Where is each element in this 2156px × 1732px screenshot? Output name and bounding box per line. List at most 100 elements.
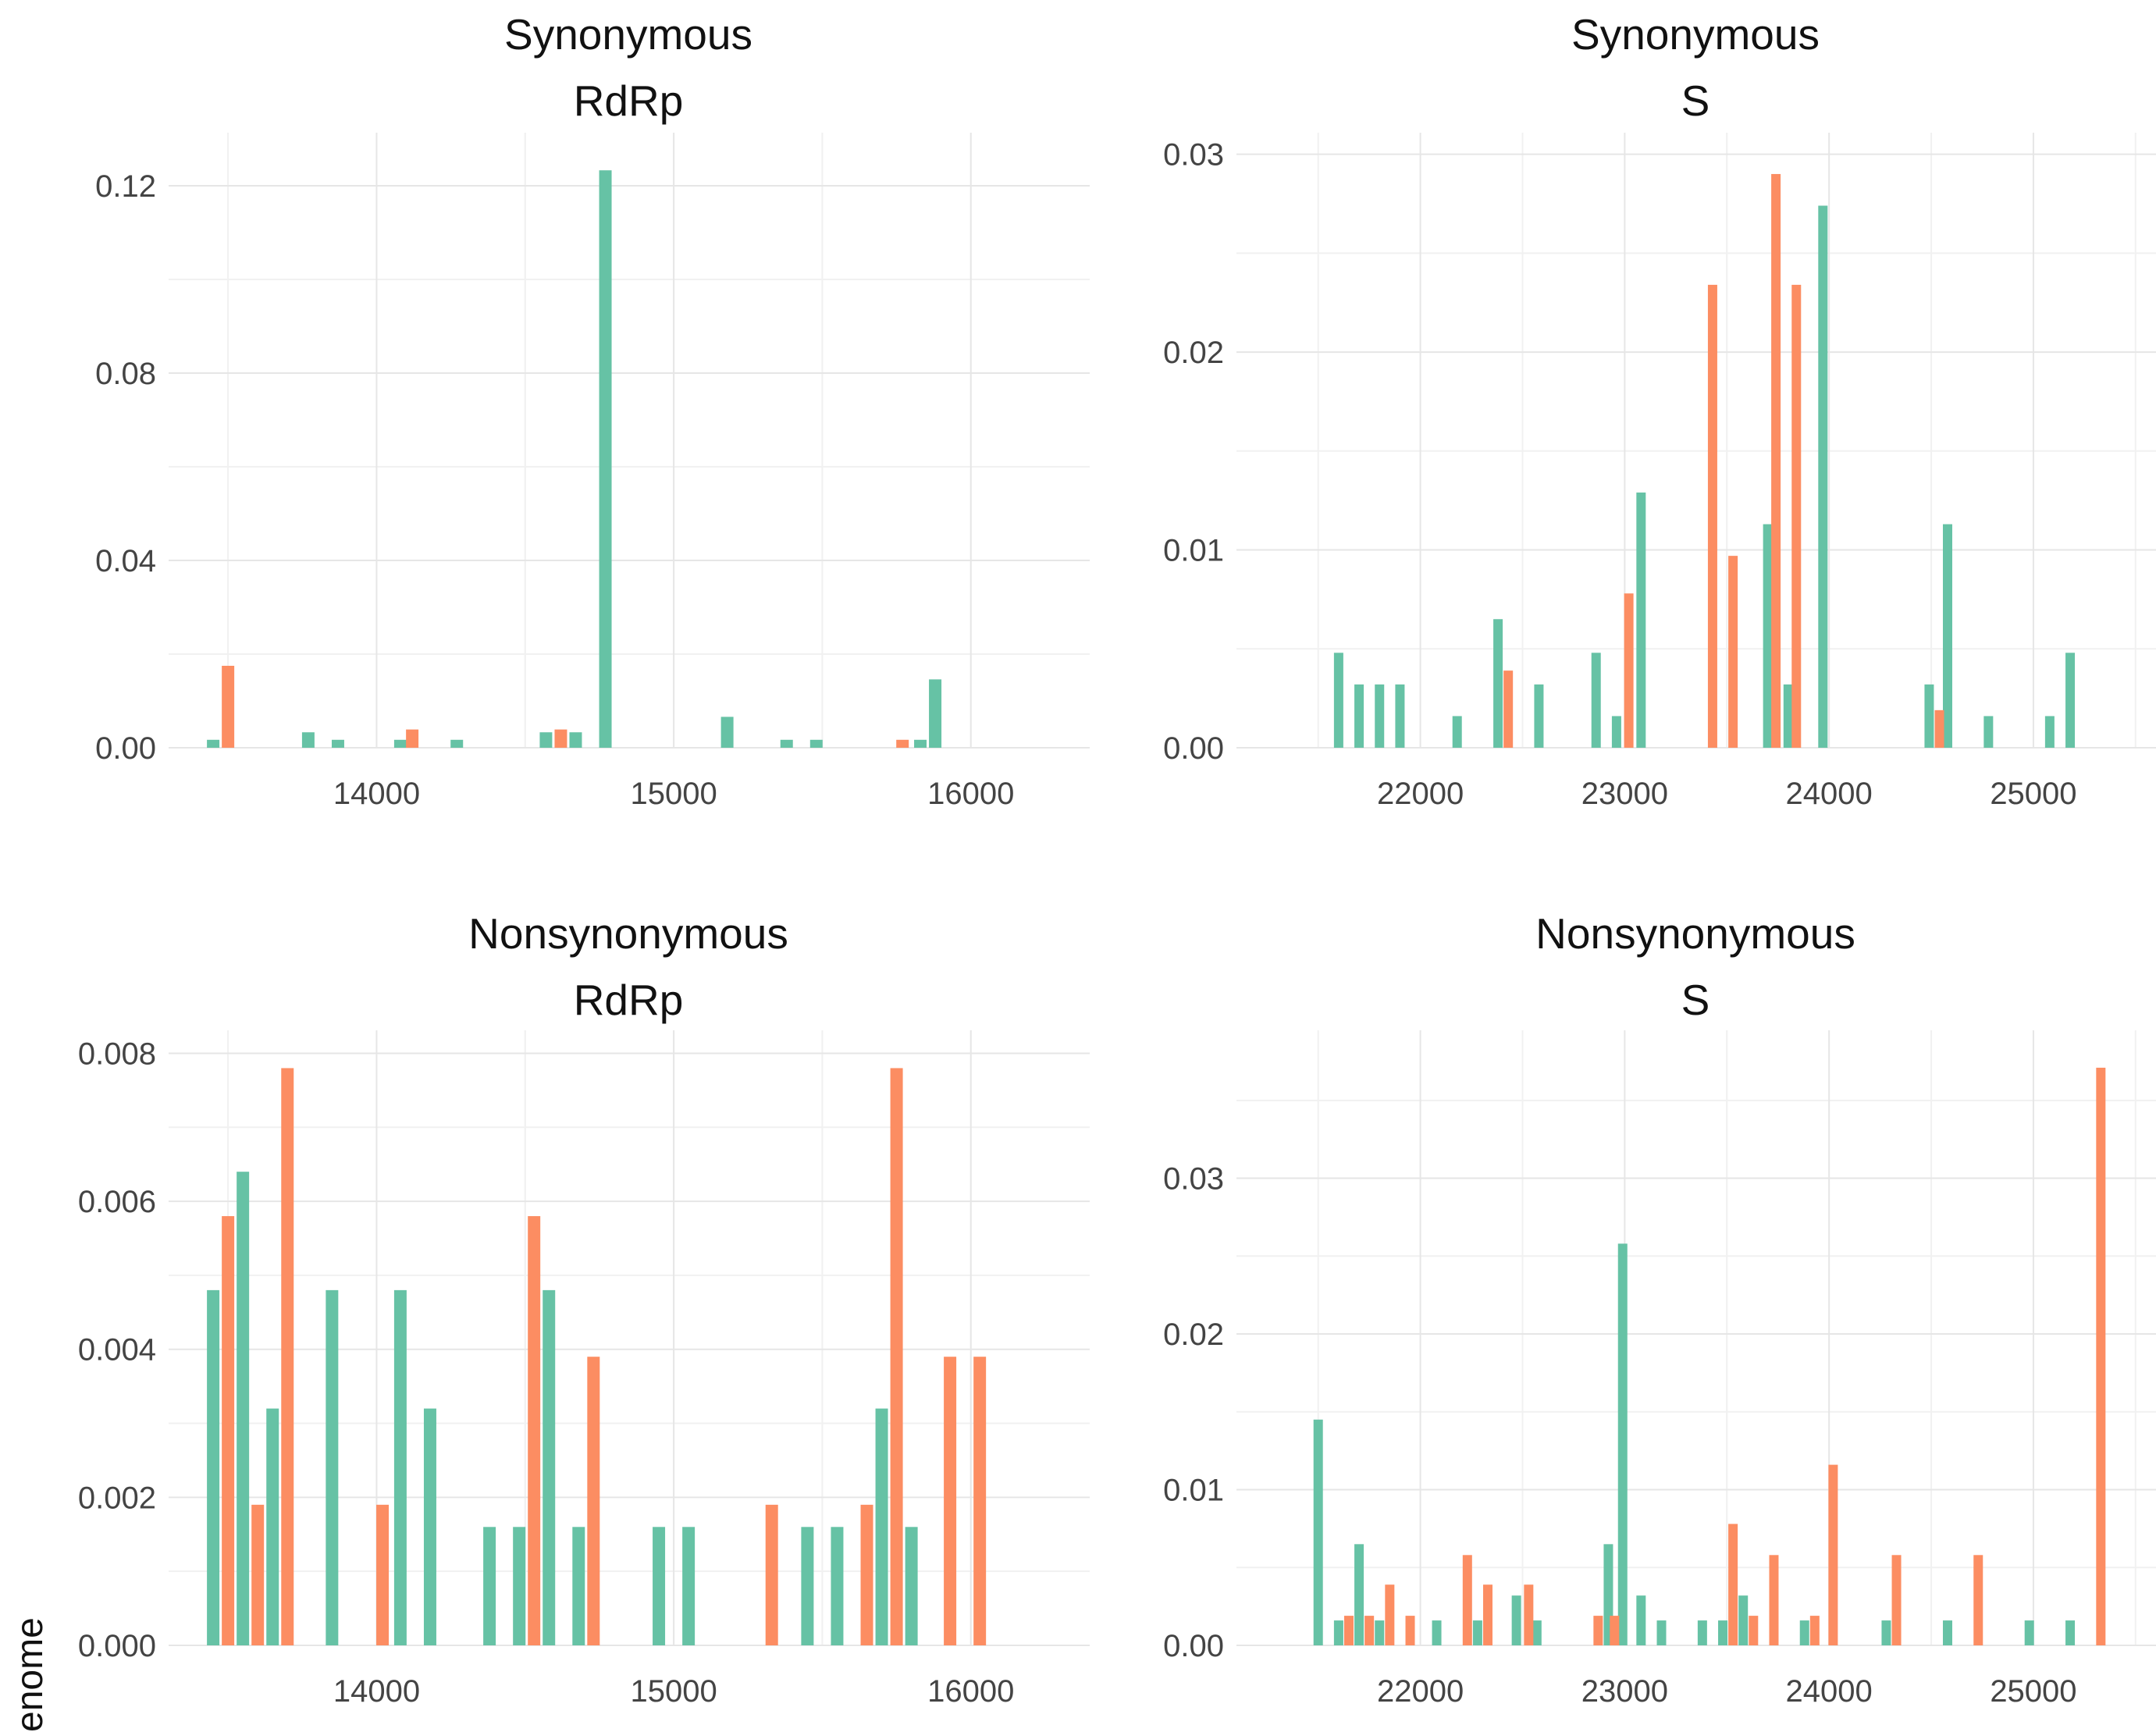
y-tick-label: 0.01 (1163, 534, 1224, 568)
bar-green (237, 1172, 250, 1645)
x-tick-label: 15000 (630, 777, 717, 811)
panel-nonsynonymous-rdrp: Nonsynonymous RdRp 14000 15000 16000 0.000 0… (78, 909, 1090, 1709)
bar-orange (251, 1504, 265, 1645)
bar-orange (1524, 1584, 1534, 1645)
bar-green (393, 1289, 407, 1645)
bar-green (929, 679, 942, 748)
bar-orange (406, 729, 419, 748)
bar-green (1532, 1620, 1542, 1645)
x-tick-label: 23000 (1581, 1674, 1668, 1709)
bar-orange (2096, 1067, 2106, 1645)
x-tick-label: 22000 (1377, 1674, 1464, 1709)
bar-green (1333, 653, 1343, 748)
bar-green (331, 739, 344, 748)
bar-green (539, 732, 553, 748)
x-tick-label: 16000 (927, 1674, 1014, 1709)
bar-orange (1934, 710, 1944, 748)
y-tick-label: 0.00 (95, 731, 156, 766)
bar-orange (1973, 1555, 1983, 1645)
bar-orange (1707, 284, 1717, 748)
bar-orange (890, 1068, 903, 1645)
bar-orange (1405, 1616, 1415, 1645)
bar-green (1617, 1243, 1628, 1645)
bar-green (801, 1527, 814, 1645)
bar-orange (1728, 1524, 1738, 1645)
y-tick-label: 0.03 (1163, 138, 1224, 172)
bar-green (2065, 653, 2076, 748)
bar-orange (222, 1216, 235, 1645)
bar-green (1375, 684, 1385, 748)
bar-orange (1624, 593, 1634, 748)
bar-green (1799, 1620, 1809, 1645)
y-tick-label: 0.002 (78, 1481, 156, 1515)
y-tick-label: 0.02 (1163, 1318, 1224, 1352)
bar-green (1432, 1620, 1442, 1645)
y-tick-label: 0.04 (95, 544, 156, 578)
bar-orange (554, 729, 567, 748)
bar-green (1493, 619, 1503, 748)
x-tick-label: 22000 (1377, 777, 1464, 811)
bar-green (266, 1408, 279, 1645)
bar-green (1354, 684, 1364, 748)
y-tick-label: 0.004 (78, 1333, 156, 1367)
y-tick-label: 0.008 (78, 1037, 156, 1071)
bar-green (483, 1527, 496, 1645)
bar-green (2065, 1620, 2076, 1645)
bar-green (1591, 653, 1601, 748)
plot-area: 22000 23000 24000 25000 0.00 0.01 0.02 0.03 (1163, 133, 2156, 811)
bar-green (780, 739, 793, 748)
bar-green (543, 1289, 556, 1645)
bar-green (831, 1527, 844, 1645)
x-tick-label: 14000 (333, 777, 420, 811)
bar-green (653, 1527, 666, 1645)
x-tick-label: 14000 (333, 1674, 420, 1709)
bar-orange (1364, 1616, 1375, 1645)
bar-orange (1891, 1555, 1902, 1645)
bar-green (1375, 1620, 1385, 1645)
bar-orange (1343, 1616, 1354, 1645)
plot-area: 14000 15000 16000 0.00 0.04 0.08 0.12 (95, 133, 1090, 811)
y-tick-label: 0.006 (78, 1185, 156, 1219)
bar-green (1511, 1595, 1521, 1645)
bar-orange (1791, 284, 1802, 748)
panel-synonymous-s: Synonymous S 22000 23000 24000 25000 0.00 0.0… (1163, 10, 2156, 811)
bar-green (1354, 1544, 1364, 1645)
bar-green (1472, 1620, 1482, 1645)
panel-subtitle: S (1681, 76, 1710, 125)
bar-green (905, 1527, 918, 1645)
bar-green (1983, 716, 1994, 748)
bar-orange (973, 1357, 987, 1645)
panel-nonsynonymous-s: Nonsynonymous S 22000 23000 24000 25000 0.00… (1163, 909, 2156, 1709)
side-axis-label: enome (9, 1617, 51, 1732)
bar-orange (896, 739, 909, 748)
bar-green (393, 739, 407, 748)
plot-area: 14000 15000 16000 0.000 0.002 0.004 0.006 0.008 (78, 1030, 1090, 1709)
bar-orange (765, 1504, 778, 1645)
y-tick-label: 0.12 (95, 169, 156, 204)
bar-green (207, 739, 220, 748)
bar-green (1313, 1419, 1323, 1645)
bar-green (1611, 716, 1621, 748)
bar-orange (1385, 1584, 1395, 1645)
bar-green (301, 732, 315, 748)
bar-orange (860, 1504, 873, 1645)
panel-title: Nonsynonymous (468, 909, 788, 958)
bar-green (809, 739, 823, 748)
bar-orange (1462, 1555, 1472, 1645)
panel-title: Nonsynonymous (1535, 909, 1855, 958)
x-tick-label: 25000 (1990, 1674, 2076, 1709)
x-tick-label: 23000 (1581, 777, 1668, 811)
bar-green (1763, 524, 1773, 748)
panel-subtitle: S (1681, 976, 1710, 1024)
y-tick-label: 0.01 (1163, 1474, 1224, 1508)
y-tick-label: 0.00 (1163, 1629, 1224, 1663)
bar-green (720, 717, 734, 748)
bar-green (875, 1408, 888, 1645)
bar-green (1783, 684, 1793, 748)
bar-orange (587, 1357, 600, 1645)
bar-green (1636, 1595, 1646, 1645)
bar-green (1452, 716, 1462, 748)
x-tick-label: 24000 (1786, 1674, 1873, 1709)
bar-orange (1749, 1616, 1759, 1645)
bar-orange (1503, 670, 1514, 748)
